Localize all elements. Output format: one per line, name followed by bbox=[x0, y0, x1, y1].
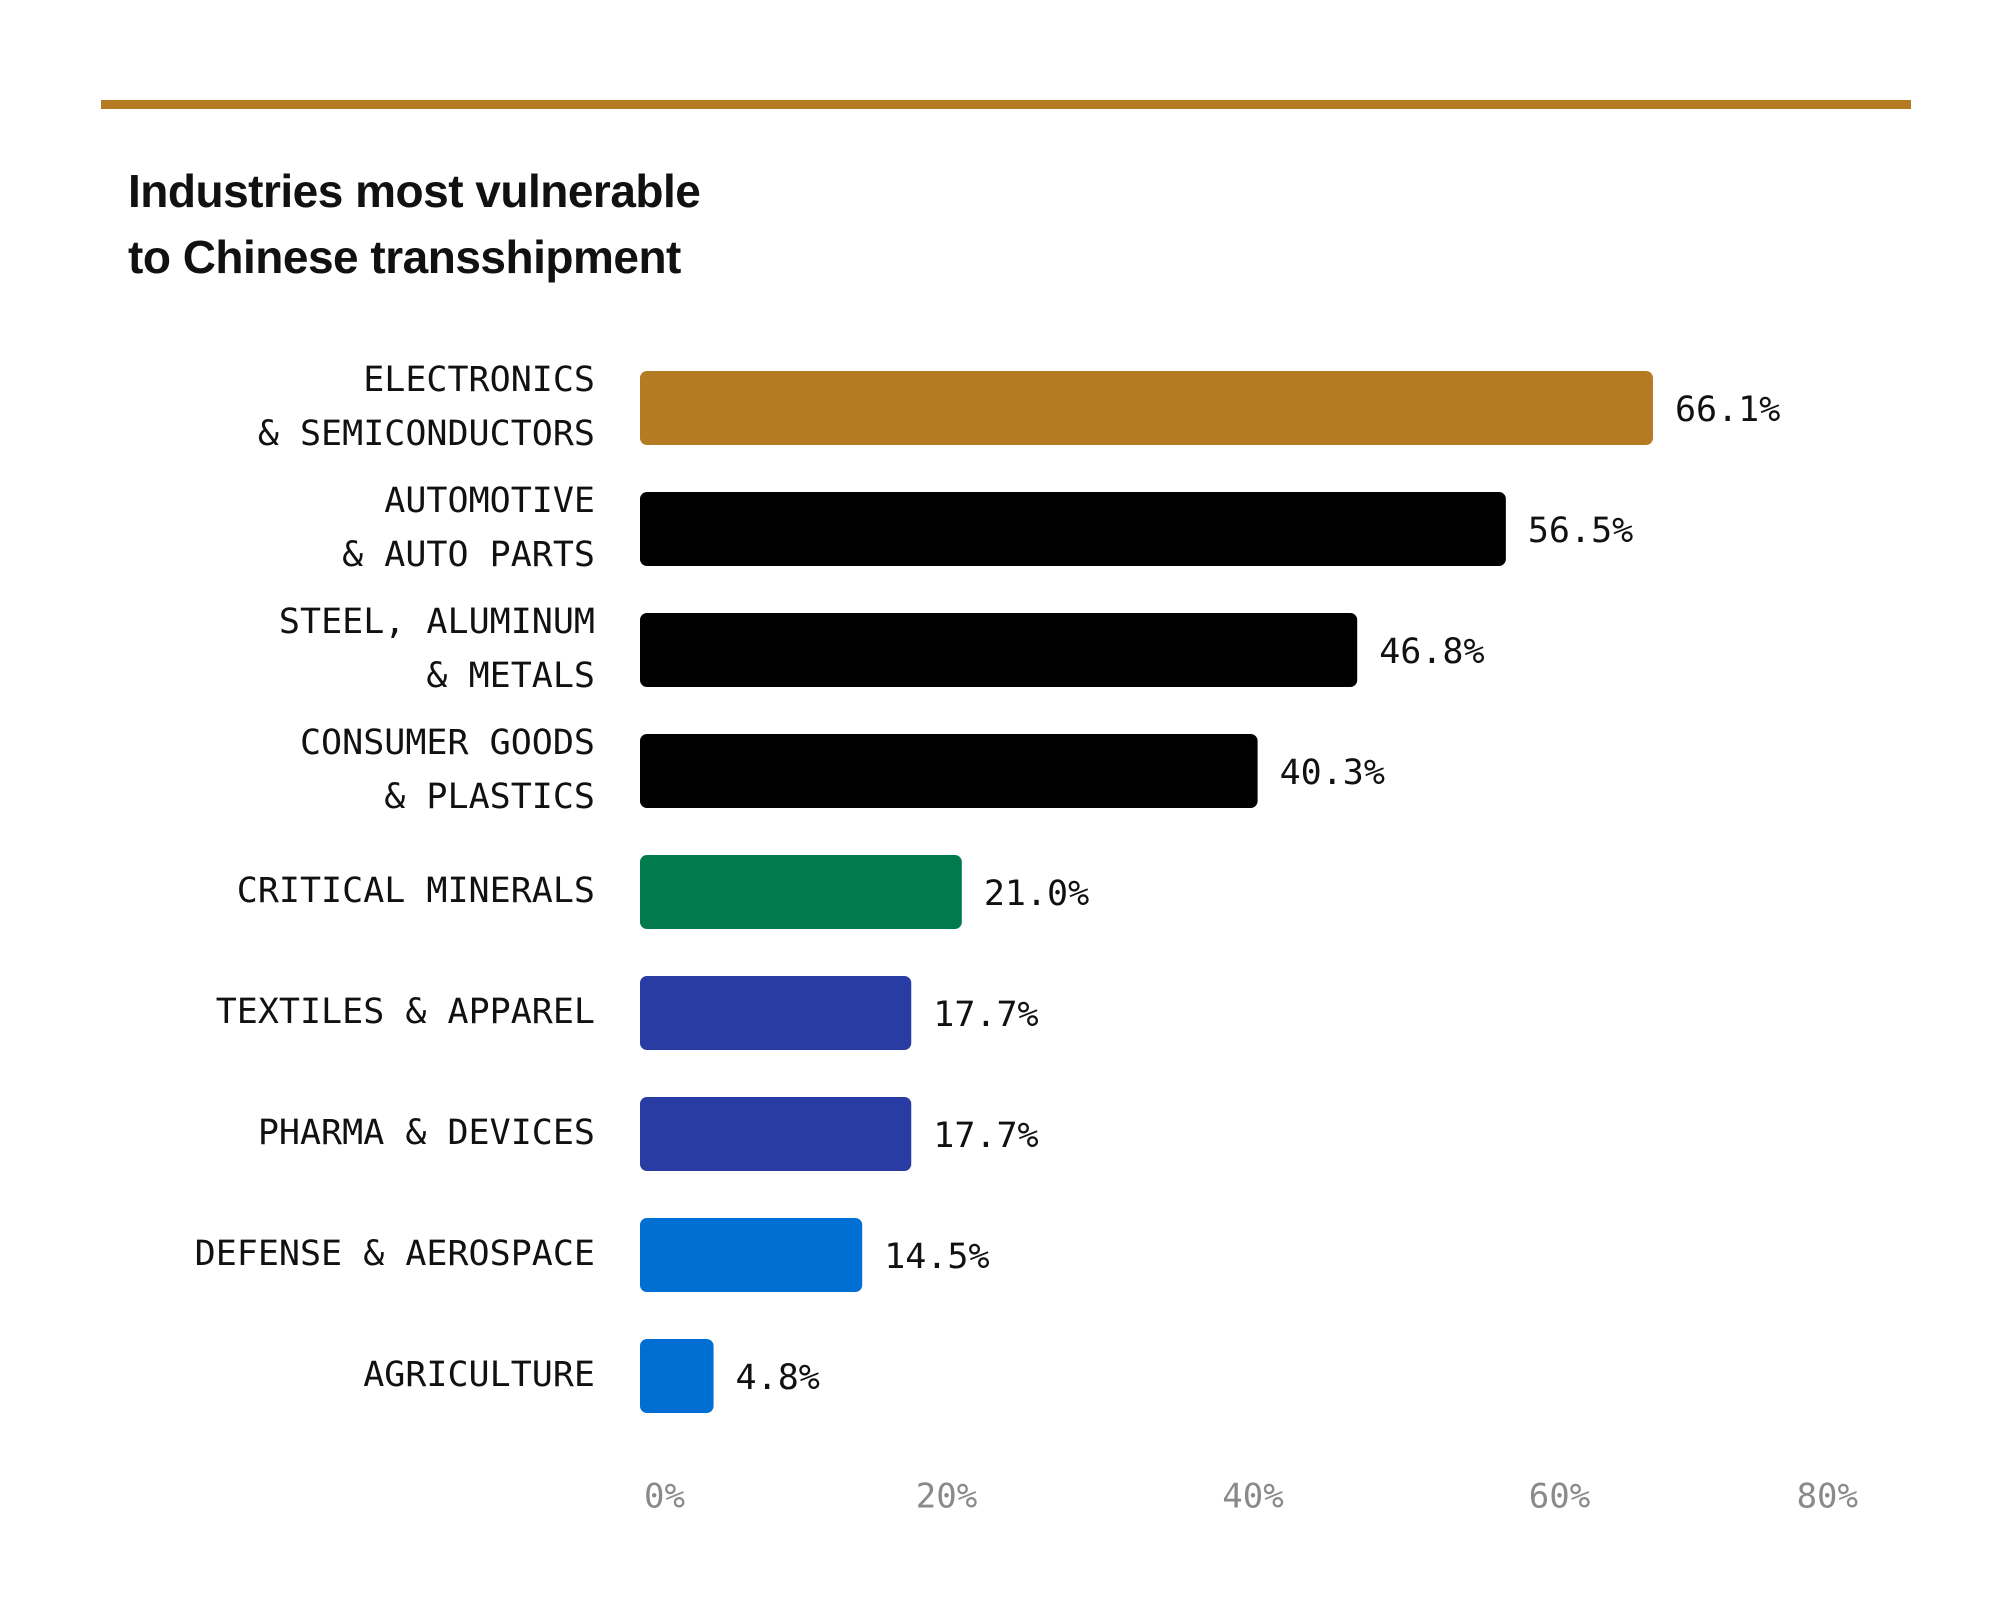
category-label-0-line-0: ELECTRONICS bbox=[363, 360, 595, 400]
bar-3 bbox=[640, 734, 1258, 808]
bars-layer bbox=[640, 371, 1653, 1413]
x-tick-label-0: 0% bbox=[644, 1477, 685, 1517]
chart-title-line-2: to Chinese transshipment bbox=[128, 231, 681, 283]
category-label-5-line-0: TEXTILES & APPAREL bbox=[216, 992, 595, 1032]
bar-1 bbox=[640, 492, 1506, 566]
value-label-0: 66.1% bbox=[1675, 390, 1780, 430]
chart-title: Industries most vulnerable to Chinese tr… bbox=[128, 158, 928, 290]
bar-7 bbox=[640, 1218, 863, 1292]
bar-0 bbox=[640, 371, 1653, 445]
chart-title-line-1: Industries most vulnerable bbox=[128, 165, 701, 217]
bar-2 bbox=[640, 613, 1358, 687]
bar-4 bbox=[640, 855, 962, 929]
category-label-8-line-0: AGRICULTURE bbox=[363, 1355, 595, 1395]
value-label-4: 21.0% bbox=[984, 874, 1089, 914]
bar-6 bbox=[640, 1097, 912, 1171]
value-labels-layer: 66.1% 56.5% 46.8% 40.3% 21.0% 17.7% 17.7% 14.5%… bbox=[736, 390, 1781, 1398]
x-tick-label-2: 40% bbox=[1222, 1477, 1283, 1517]
category-label-7-line-0: DEFENSE & AEROSPACE bbox=[195, 1234, 595, 1274]
value-label-7: 14.5% bbox=[884, 1237, 989, 1277]
value-label-5: 17.7% bbox=[933, 995, 1038, 1035]
x-axis-ticks-layer: 0% 20% 40% 60% 80% bbox=[644, 1477, 1858, 1517]
value-label-6: 17.7% bbox=[933, 1116, 1038, 1156]
value-label-8: 4.8% bbox=[736, 1358, 820, 1398]
value-label-3: 40.3% bbox=[1280, 753, 1385, 793]
category-label-1-line-0: AUTOMOTIVE bbox=[384, 481, 595, 521]
x-tick-label-4: 80% bbox=[1797, 1477, 1858, 1517]
category-label-4-line-0: CRITICAL MINERALS bbox=[237, 871, 595, 911]
x-tick-label-3: 60% bbox=[1529, 1477, 1590, 1517]
category-label-6-line-0: PHARMA & DEVICES bbox=[258, 1113, 595, 1153]
bar-8 bbox=[640, 1339, 714, 1413]
bar-5 bbox=[640, 976, 912, 1050]
value-label-1: 56.5% bbox=[1528, 511, 1633, 551]
category-label-1-line-1: & AUTO PARTS bbox=[342, 535, 595, 575]
top-accent-rule bbox=[101, 100, 1911, 109]
category-label-2-line-1: & METALS bbox=[426, 656, 595, 696]
category-label-3-line-0: CONSUMER GOODS bbox=[300, 723, 595, 763]
x-tick-label-1: 20% bbox=[916, 1477, 977, 1517]
category-label-2-line-0: STEEL, ALUMINUM bbox=[279, 602, 595, 642]
category-labels-layer: ELECTRONICS & SEMICONDUCTORS AUTOMOTIVE & … bbox=[195, 360, 595, 1395]
category-label-0-line-1: & SEMICONDUCTORS bbox=[258, 414, 595, 454]
value-label-2: 46.8% bbox=[1379, 632, 1484, 672]
category-label-3-line-1: & PLASTICS bbox=[384, 777, 595, 817]
